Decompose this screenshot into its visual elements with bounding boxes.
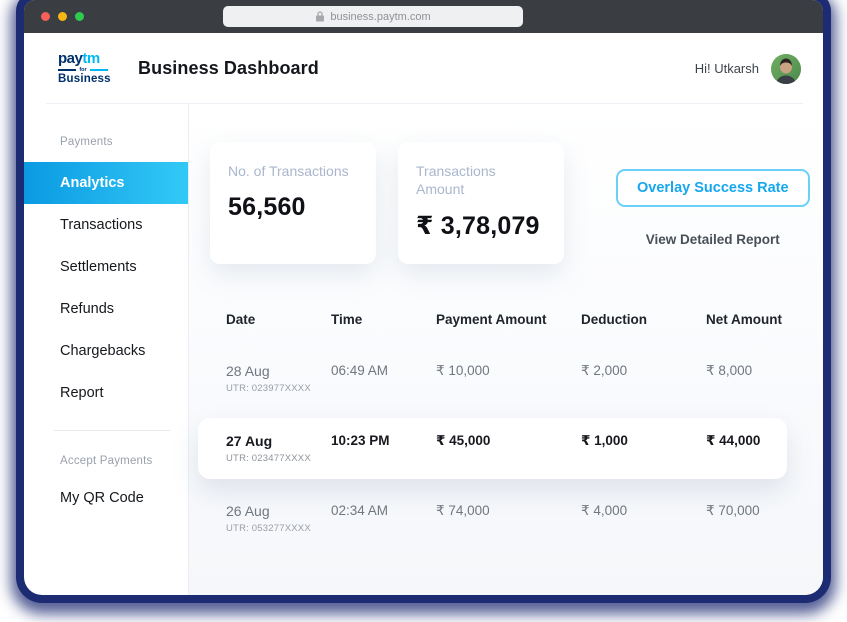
browser-chrome: business.paytm.com xyxy=(24,0,823,33)
stat-label: Transactions Amount xyxy=(416,163,496,198)
sidebar-item-refunds[interactable]: Refunds xyxy=(60,301,115,317)
sidebar: Payments Analytics Transactions Settleme… xyxy=(24,104,189,595)
cell-deduction: ₹ 4,000 xyxy=(581,503,628,518)
minimize-window-button[interactable] xyxy=(58,12,67,21)
overlay-success-rate-button[interactable]: Overlay Success Rate xyxy=(616,169,810,207)
cell-date: 27 Aug xyxy=(226,433,273,449)
logo-tm-text: tm xyxy=(82,50,100,68)
lock-icon xyxy=(315,11,325,22)
main-panel: No. of Transactions 56,560 Transactions … xyxy=(189,104,823,595)
cell-deduction: ₹ 2,000 xyxy=(581,363,628,378)
sidebar-section-payments: Payments xyxy=(60,136,113,148)
logo-pay-text: pay xyxy=(58,50,83,68)
col-header-net-amount: Net Amount xyxy=(706,312,782,327)
table-row-highlighted[interactable]: 27 Aug UTR: 023477XXXX 10:23 PM ₹ 45,000… xyxy=(198,418,787,479)
logo-for-text: for xyxy=(79,67,87,74)
cell-utr: UTR: 053277XXXX xyxy=(226,523,311,534)
logo-business-text: Business xyxy=(58,73,111,86)
cell-net: ₹ 8,000 xyxy=(706,363,753,378)
table-row[interactable]: 28 Aug UTR: 023977XXXX 06:49 AM ₹ 10,000… xyxy=(226,349,799,408)
sidebar-item-my-qr-code[interactable]: My QR Code xyxy=(60,490,144,506)
paytm-business-logo: paytm for Business xyxy=(58,50,111,86)
cell-payment: ₹ 74,000 xyxy=(436,503,490,518)
address-bar[interactable]: business.paytm.com xyxy=(223,6,523,27)
sidebar-item-chargebacks[interactable]: Chargebacks xyxy=(60,343,146,359)
col-header-time: Time xyxy=(331,312,363,327)
stat-value: ₹ 3,78,079 xyxy=(416,212,540,241)
cell-utr: UTR: 023977XXXX xyxy=(226,383,311,394)
stat-value: 56,560 xyxy=(228,193,306,222)
page-title: Business Dashboard xyxy=(138,58,319,78)
browser-window: business.paytm.com paytm for Business Bu… xyxy=(24,0,823,595)
sidebar-section-accept-payments: Accept Payments xyxy=(60,455,153,467)
sidebar-item-analytics[interactable]: Analytics xyxy=(24,162,188,204)
table-row[interactable]: 26 Aug UTR: 053277XXXX 02:34 AM ₹ 74,000… xyxy=(226,489,799,548)
sidebar-divider xyxy=(54,430,170,431)
cell-date: 26 Aug xyxy=(226,503,270,519)
cell-payment: ₹ 45,000 xyxy=(436,433,491,448)
sidebar-item-transactions[interactable]: Transactions xyxy=(60,217,143,233)
url-text: business.paytm.com xyxy=(330,10,431,23)
col-header-date: Date xyxy=(226,312,256,327)
stat-label: No. of Transactions xyxy=(228,163,349,179)
cell-utr: UTR: 023477XXXX xyxy=(226,453,311,464)
user-greeting: Hi! Utkarsh xyxy=(694,61,759,76)
stat-card-transactions-amount: Transactions Amount ₹ 3,78,079 xyxy=(398,142,564,264)
cell-time: 10:23 PM xyxy=(331,433,390,448)
cell-time: 02:34 AM xyxy=(331,503,389,518)
cell-time: 06:49 AM xyxy=(331,363,389,378)
col-header-payment-amount: Payment Amount xyxy=(436,312,547,327)
view-detailed-report-link[interactable]: View Detailed Report xyxy=(645,232,780,247)
cell-deduction: ₹ 1,000 xyxy=(581,433,628,448)
col-header-deduction: Deduction xyxy=(581,312,647,327)
cell-net: ₹ 70,000 xyxy=(706,503,760,518)
cell-date: 28 Aug xyxy=(226,363,270,379)
stat-card-no-of-transactions: No. of Transactions 56,560 xyxy=(210,142,376,264)
transactions-table: Date Time Payment Amount Deduction Net A… xyxy=(198,312,799,548)
user-avatar[interactable] xyxy=(771,53,801,84)
traffic-lights xyxy=(41,12,84,21)
app-header: paytm for Business Business Dashboard Hi… xyxy=(24,33,823,104)
sidebar-item-settlements[interactable]: Settlements xyxy=(60,259,137,275)
cell-net: ₹ 44,000 xyxy=(706,433,761,448)
sidebar-item-report[interactable]: Report xyxy=(60,385,104,401)
table-header: Date Time Payment Amount Deduction Net A… xyxy=(226,312,799,327)
maximize-window-button[interactable] xyxy=(75,12,84,21)
close-window-button[interactable] xyxy=(41,12,50,21)
cell-payment: ₹ 10,000 xyxy=(436,363,490,378)
